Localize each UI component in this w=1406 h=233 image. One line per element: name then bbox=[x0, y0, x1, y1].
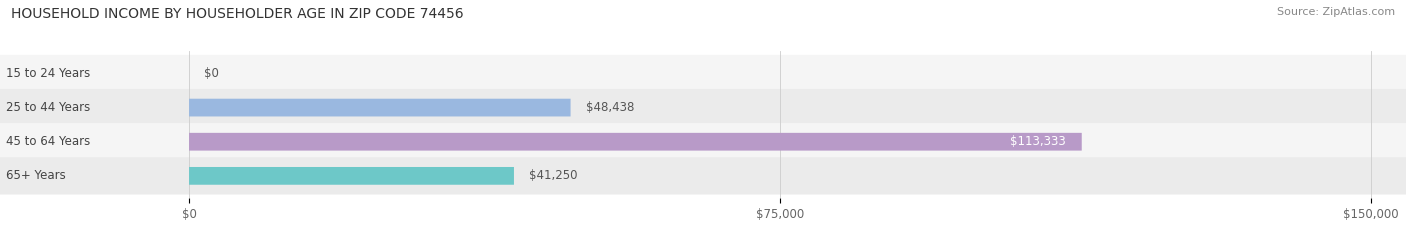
Text: 25 to 44 Years: 25 to 44 Years bbox=[6, 101, 90, 114]
Text: HOUSEHOLD INCOME BY HOUSEHOLDER AGE IN ZIP CODE 74456: HOUSEHOLD INCOME BY HOUSEHOLDER AGE IN Z… bbox=[11, 7, 464, 21]
FancyBboxPatch shape bbox=[0, 55, 1406, 92]
FancyBboxPatch shape bbox=[0, 89, 1406, 126]
Text: 45 to 64 Years: 45 to 64 Years bbox=[6, 135, 90, 148]
Text: 65+ Years: 65+ Years bbox=[6, 169, 66, 182]
Text: Source: ZipAtlas.com: Source: ZipAtlas.com bbox=[1277, 7, 1395, 17]
Text: $48,438: $48,438 bbox=[586, 101, 634, 114]
FancyBboxPatch shape bbox=[188, 167, 515, 185]
Text: $41,250: $41,250 bbox=[529, 169, 578, 182]
Text: $0: $0 bbox=[204, 67, 219, 80]
FancyBboxPatch shape bbox=[188, 99, 571, 116]
Text: 15 to 24 Years: 15 to 24 Years bbox=[6, 67, 90, 80]
FancyBboxPatch shape bbox=[0, 123, 1406, 160]
FancyBboxPatch shape bbox=[188, 133, 1081, 151]
Text: $113,333: $113,333 bbox=[1011, 135, 1066, 148]
FancyBboxPatch shape bbox=[0, 157, 1406, 195]
